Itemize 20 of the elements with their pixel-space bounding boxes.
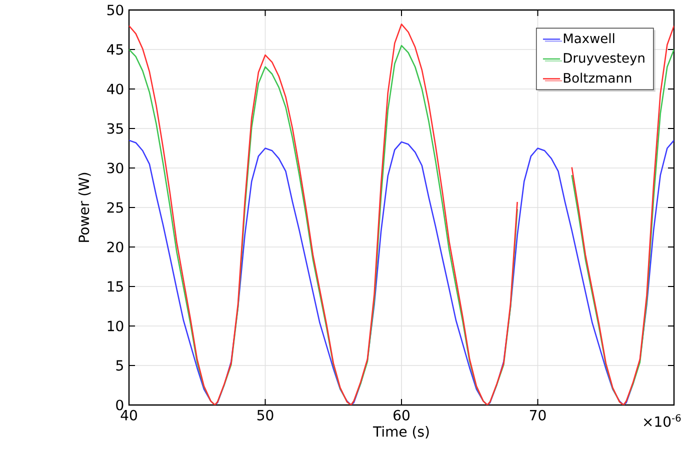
y-tick-label: 35: [107, 123, 123, 134]
legend-label: Maxwell: [564, 33, 614, 44]
legend-label: Druyvesteyn: [564, 53, 644, 66]
y-tick-label: 20: [107, 242, 124, 252]
x-axis-title: Time (s): [372, 426, 429, 438]
text: ×10$^{-6}$: [644, 414, 681, 427]
y-tick-label: 5: [116, 360, 123, 371]
y-tick-label: 50: [107, 4, 124, 16]
legend-label: Boltzmann: [564, 72, 632, 83]
x-tick-label: 50: [257, 410, 274, 420]
y-tick-label: 30: [107, 162, 124, 174]
y-tick-label: 10: [108, 320, 124, 332]
y-tick-label: 40: [107, 84, 124, 94]
y-tick-label: 25: [107, 202, 123, 213]
y-axis-title: Power (W): [78, 172, 91, 242]
y-tick-label: 15: [108, 281, 123, 292]
x-tick-label: 70: [530, 410, 546, 420]
y-tick-label: 45: [107, 44, 123, 55]
y-tick-label: 0: [116, 400, 124, 410]
x-tick-label: 60: [394, 410, 410, 420]
